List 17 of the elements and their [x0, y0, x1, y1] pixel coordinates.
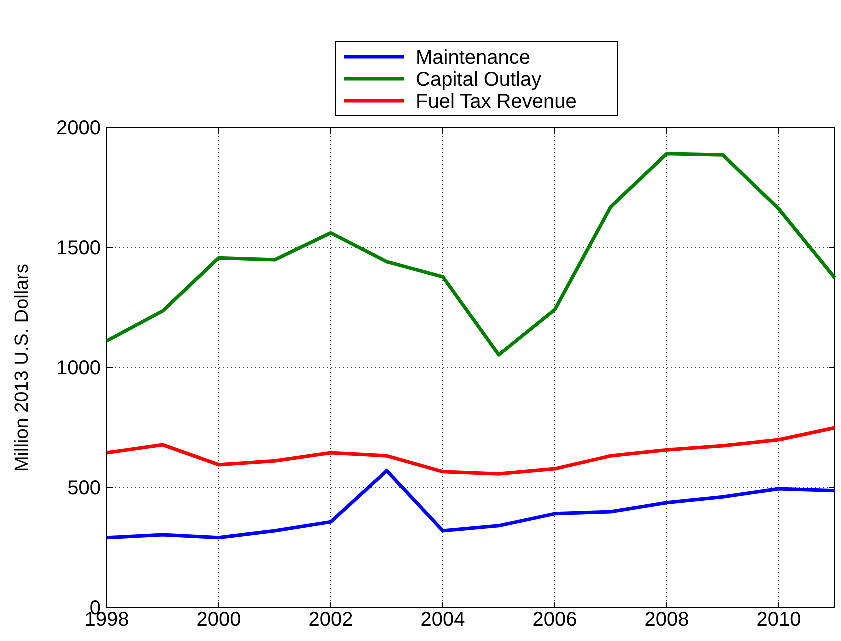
x-tick-label: 2006 — [532, 609, 578, 632]
y-axis-title: Million 2013 U.S. Dollars — [12, 264, 33, 472]
line-series — [105, 426, 837, 476]
legend-label: Fuel Tax Revenue — [416, 91, 577, 113]
legend-label: Capital Outlay — [416, 69, 542, 91]
legend-label: Maintenance — [416, 47, 531, 69]
x-tick-label: 2002 — [308, 609, 354, 632]
line-series — [105, 152, 837, 357]
x-tick-label: 2000 — [196, 609, 242, 632]
line-series — [105, 469, 837, 540]
x-tick-label: 2004 — [420, 609, 466, 632]
y-tick-label: 1000 — [56, 357, 101, 380]
x-tick-label: 2008 — [644, 609, 690, 632]
x-tick-label: 2010 — [756, 609, 802, 632]
y-tick-label: 500 — [68, 477, 101, 500]
y-tick-label: 1500 — [56, 237, 101, 260]
y-tick-label: 2000 — [56, 117, 101, 140]
